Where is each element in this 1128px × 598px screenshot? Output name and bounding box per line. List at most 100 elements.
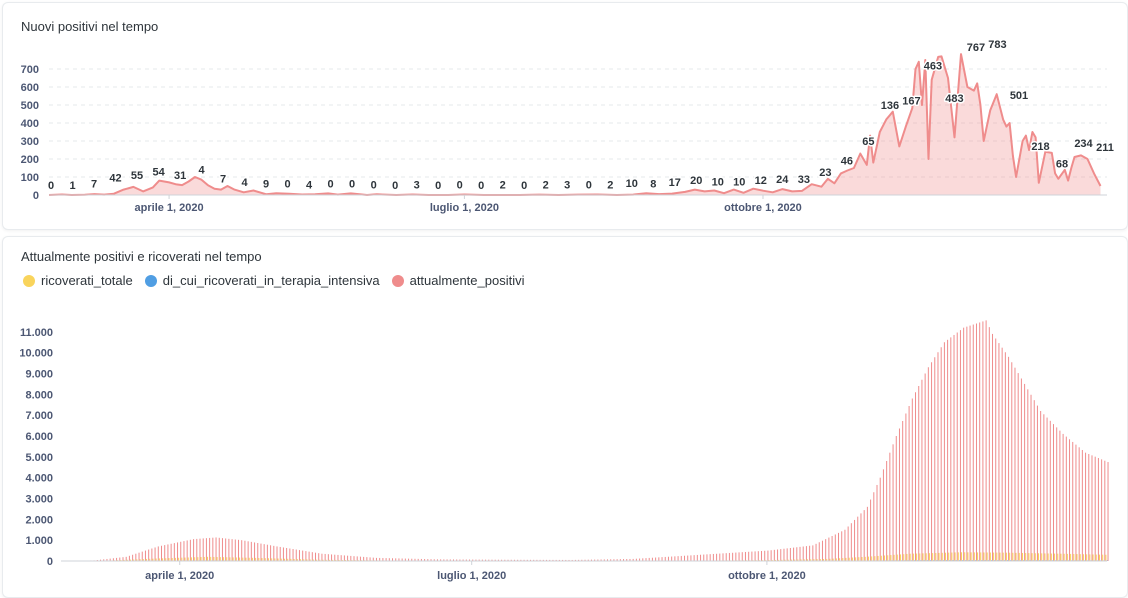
bar[interactable]	[735, 552, 737, 561]
bar[interactable]	[552, 559, 554, 561]
bar[interactable]	[337, 554, 339, 561]
bar[interactable]	[858, 557, 860, 561]
bar[interactable]	[937, 352, 939, 561]
bar[interactable]	[257, 543, 259, 561]
bar[interactable]	[359, 556, 361, 561]
bar[interactable]	[271, 558, 273, 561]
bar[interactable]	[687, 555, 689, 561]
bar[interactable]	[469, 559, 471, 561]
bar[interactable]	[338, 559, 340, 561]
bar[interactable]	[539, 559, 541, 561]
bar[interactable]	[664, 556, 666, 561]
bar[interactable]	[523, 559, 525, 561]
bar[interactable]	[141, 551, 143, 562]
bar[interactable]	[703, 554, 705, 561]
bar[interactable]	[181, 557, 183, 561]
bar[interactable]	[651, 557, 653, 561]
bar[interactable]	[1015, 552, 1017, 561]
bar[interactable]	[780, 549, 782, 561]
bar[interactable]	[213, 556, 215, 561]
bar[interactable]	[128, 555, 130, 561]
bar[interactable]	[565, 559, 567, 561]
bar[interactable]	[905, 413, 907, 562]
bar[interactable]	[911, 398, 913, 562]
bar[interactable]	[716, 553, 718, 561]
bar[interactable]	[255, 557, 257, 562]
bar[interactable]	[1001, 347, 1003, 561]
bar[interactable]	[293, 559, 295, 561]
bar[interactable]	[135, 553, 137, 561]
bar[interactable]	[215, 537, 217, 561]
bar[interactable]	[261, 558, 263, 561]
bar[interactable]	[136, 559, 138, 561]
bar[interactable]	[122, 557, 124, 561]
bar[interactable]	[626, 559, 628, 561]
bar[interactable]	[709, 554, 711, 561]
bar[interactable]	[693, 555, 695, 561]
bar[interactable]	[225, 538, 227, 561]
bar[interactable]	[212, 537, 214, 561]
bar[interactable]	[912, 553, 914, 561]
bar[interactable]	[274, 558, 276, 561]
bar[interactable]	[382, 558, 384, 561]
bar[interactable]	[1008, 356, 1010, 561]
bar[interactable]	[510, 559, 512, 561]
bar[interactable]	[184, 557, 186, 561]
bar[interactable]	[303, 559, 305, 561]
chart-title[interactable]: Attualmente positivi e ricoverati nel te…	[21, 249, 262, 264]
bar[interactable]	[977, 552, 979, 561]
bar[interactable]	[956, 332, 958, 561]
bar[interactable]	[546, 559, 548, 561]
bar[interactable]	[1104, 460, 1106, 561]
bar[interactable]	[296, 559, 298, 561]
bar[interactable]	[1004, 352, 1006, 561]
bar[interactable]	[1027, 389, 1029, 561]
bar[interactable]	[916, 553, 918, 561]
bar[interactable]	[475, 559, 477, 561]
bar[interactable]	[988, 327, 990, 561]
bar[interactable]	[513, 559, 515, 561]
bar[interactable]	[928, 553, 930, 561]
bar[interactable]	[194, 557, 196, 561]
bar[interactable]	[999, 552, 1001, 561]
bar[interactable]	[485, 559, 487, 561]
bar[interactable]	[998, 343, 1000, 561]
bar[interactable]	[908, 406, 910, 561]
bar[interactable]	[725, 553, 727, 561]
bar[interactable]	[970, 552, 972, 561]
bar[interactable]	[828, 537, 830, 561]
bar[interactable]	[199, 538, 201, 561]
bar[interactable]	[590, 559, 592, 561]
bar[interactable]	[183, 541, 185, 561]
bar[interactable]	[1075, 444, 1077, 561]
bar[interactable]	[267, 558, 269, 561]
legend-item-ricoverati-totale[interactable]: ricoverati_totale	[23, 273, 133, 288]
bar[interactable]	[861, 557, 863, 561]
bar[interactable]	[157, 546, 159, 561]
bar[interactable]	[312, 559, 314, 561]
bar[interactable]	[1078, 447, 1080, 561]
bar[interactable]	[1102, 554, 1104, 561]
bar[interactable]	[794, 559, 796, 561]
bar[interactable]	[825, 539, 827, 562]
bar[interactable]	[744, 551, 746, 561]
bar[interactable]	[277, 558, 279, 561]
bar[interactable]	[924, 373, 926, 562]
bar[interactable]	[152, 558, 154, 561]
bar[interactable]	[1017, 373, 1019, 561]
bar[interactable]	[335, 559, 337, 561]
bar[interactable]	[282, 547, 284, 561]
bar[interactable]	[860, 513, 862, 561]
bar[interactable]	[871, 556, 873, 561]
bar[interactable]	[331, 554, 333, 561]
bar[interactable]	[196, 538, 198, 561]
bar[interactable]	[874, 556, 876, 561]
bar[interactable]	[887, 555, 889, 561]
bar[interactable]	[247, 541, 249, 561]
bar[interactable]	[254, 542, 256, 561]
bar[interactable]	[680, 555, 682, 561]
bar[interactable]	[922, 553, 924, 561]
bar[interactable]	[112, 558, 114, 561]
bar[interactable]	[318, 553, 320, 561]
bar[interactable]	[950, 337, 952, 561]
